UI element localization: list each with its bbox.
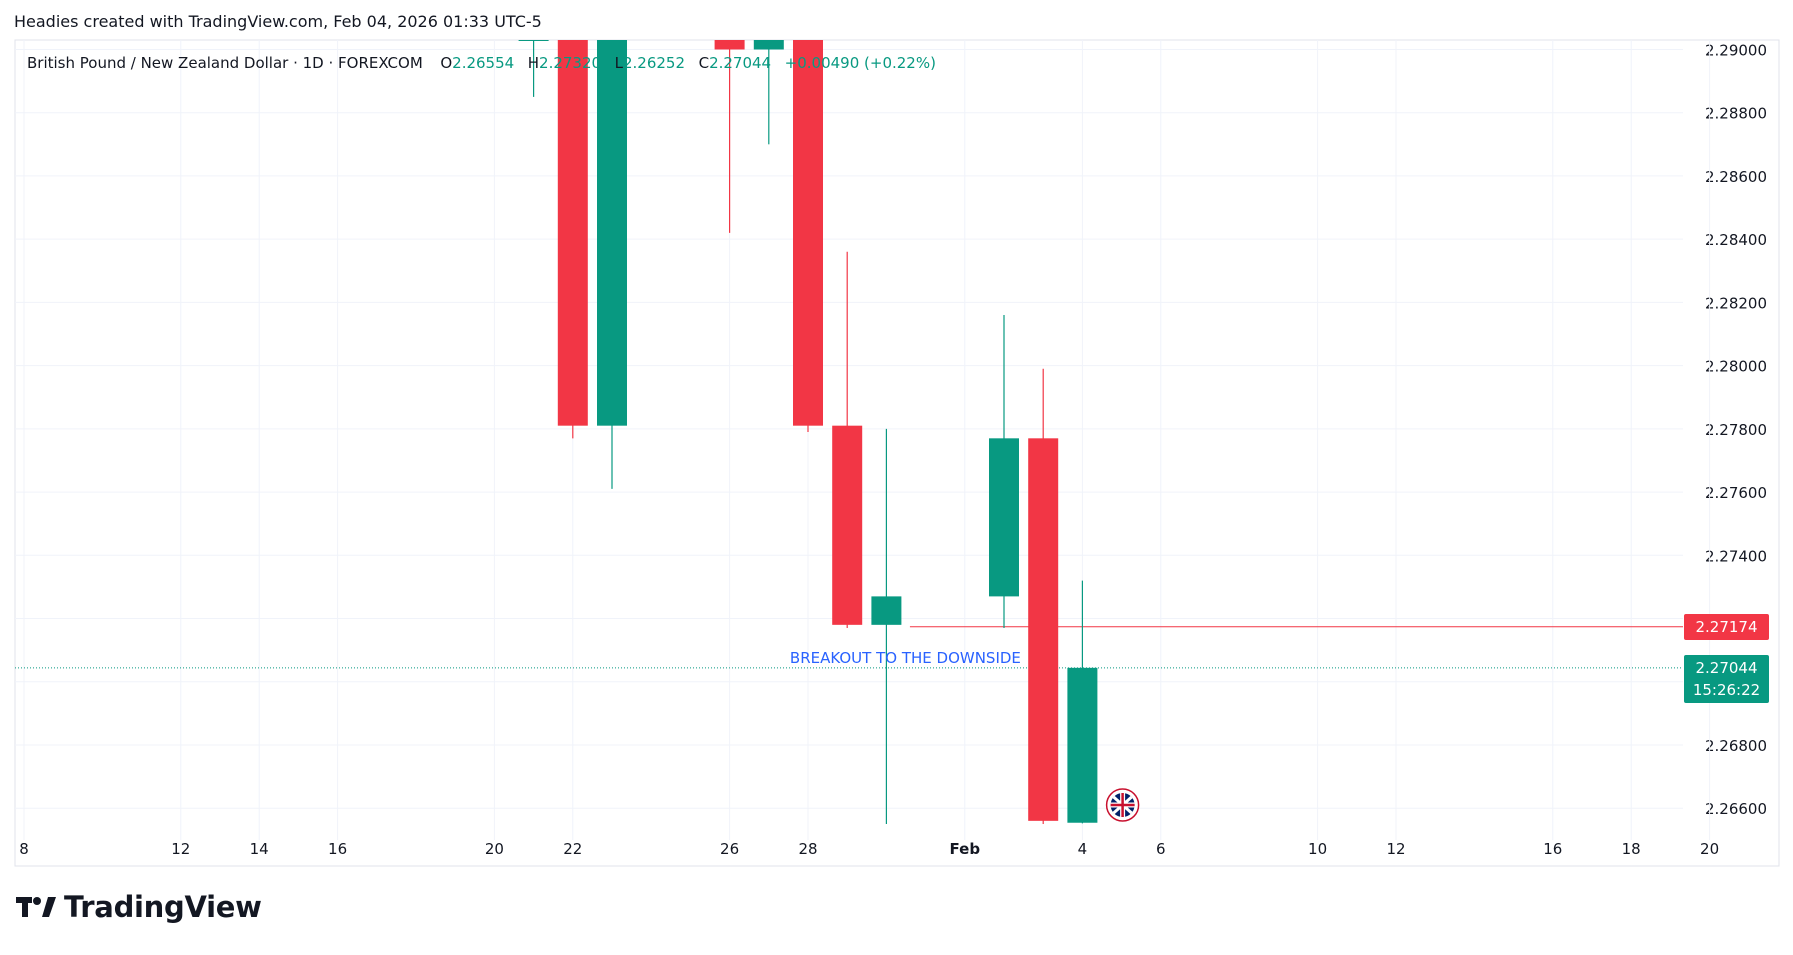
y-tick-label: 2.29000 bbox=[1705, 41, 1767, 59]
y-tick-label: 2.28600 bbox=[1705, 168, 1767, 186]
current-price-label: 2.27044 bbox=[1695, 659, 1758, 677]
x-tick-label: Feb bbox=[950, 840, 981, 858]
candle-body[interactable] bbox=[871, 596, 902, 625]
x-tick-label: 18 bbox=[1622, 840, 1641, 858]
y-tick-label: 2.28400 bbox=[1705, 231, 1767, 249]
x-tick-label: 14 bbox=[250, 840, 269, 858]
candle-body[interactable] bbox=[1067, 667, 1098, 823]
tradingview-wordmark: TradingView bbox=[64, 890, 262, 924]
candle-body[interactable] bbox=[714, 40, 745, 50]
open-label: O bbox=[440, 54, 453, 72]
x-tick-label: 16 bbox=[328, 840, 347, 858]
open-value: 2.26554 bbox=[452, 54, 515, 72]
y-tick-label: 2.28000 bbox=[1705, 358, 1767, 376]
header-caption: Headies created with TradingView.com, Fe… bbox=[14, 12, 542, 31]
close-value: 2.27044 bbox=[709, 54, 772, 72]
horizontal-line-price-tag: 2.27174 bbox=[1684, 614, 1769, 640]
candle-body[interactable] bbox=[793, 40, 823, 426]
y-tick-label: 2.26600 bbox=[1705, 800, 1767, 818]
y-tick-label: 2.27400 bbox=[1705, 547, 1767, 565]
tradingview-logo-icon bbox=[16, 897, 56, 917]
low-value: 2.26252 bbox=[622, 54, 686, 72]
candle-body[interactable] bbox=[518, 40, 549, 41]
low-label: L bbox=[614, 54, 623, 72]
y-tick-label: 2.28200 bbox=[1705, 294, 1767, 312]
x-tick-label: 6 bbox=[1156, 840, 1166, 858]
x-tick-label: 26 bbox=[720, 840, 739, 858]
x-tick-label: 12 bbox=[1386, 840, 1405, 858]
x-tick-label: 28 bbox=[798, 840, 817, 858]
symbol-name: British Pound / New Zealand Dollar · 1D … bbox=[27, 54, 423, 72]
close-label: C bbox=[698, 54, 710, 72]
x-tick-label: 20 bbox=[1700, 840, 1719, 858]
x-tick-label: 16 bbox=[1543, 840, 1562, 858]
candle-body[interactable] bbox=[753, 40, 784, 50]
y-tick-label: 2.27800 bbox=[1705, 421, 1767, 439]
symbol-legend: British Pound / New Zealand Dollar · 1D … bbox=[27, 54, 936, 72]
uk-flag-icon[interactable] bbox=[1105, 788, 1140, 822]
candle-body[interactable] bbox=[1028, 438, 1059, 821]
candle-body[interactable] bbox=[557, 40, 588, 426]
tradingview-logo[interactable]: TradingView bbox=[16, 890, 262, 924]
y-tick-label: 2.28800 bbox=[1705, 105, 1767, 123]
candle-body[interactable] bbox=[832, 425, 863, 625]
chart-frame bbox=[14, 39, 1780, 867]
candle-body[interactable] bbox=[597, 40, 627, 426]
candle-body[interactable] bbox=[989, 438, 1019, 597]
countdown-label: 15:26:22 bbox=[1692, 681, 1761, 699]
change-value: +0.00490 (+0.22%) bbox=[784, 54, 936, 72]
x-tick-label: 20 bbox=[485, 840, 504, 858]
high-value: 2.27320 bbox=[539, 54, 602, 72]
x-tick-label: 12 bbox=[171, 840, 190, 858]
y-tick-label: 2.27600 bbox=[1705, 484, 1767, 502]
x-tick-label: 22 bbox=[563, 840, 582, 858]
x-tick-label: 8 bbox=[19, 840, 29, 858]
candles-group bbox=[15, 40, 1683, 824]
x-tick-label: 4 bbox=[1078, 840, 1088, 858]
breakout-annotation[interactable]: BREAKOUT TO THE DOWNSIDE bbox=[790, 649, 1021, 667]
current-price-tag: 2.27044 15:26:22 bbox=[1684, 655, 1769, 703]
x-tick-label: 10 bbox=[1308, 840, 1327, 858]
high-label: H bbox=[527, 54, 540, 72]
y-tick-label: 2.26800 bbox=[1705, 737, 1767, 755]
